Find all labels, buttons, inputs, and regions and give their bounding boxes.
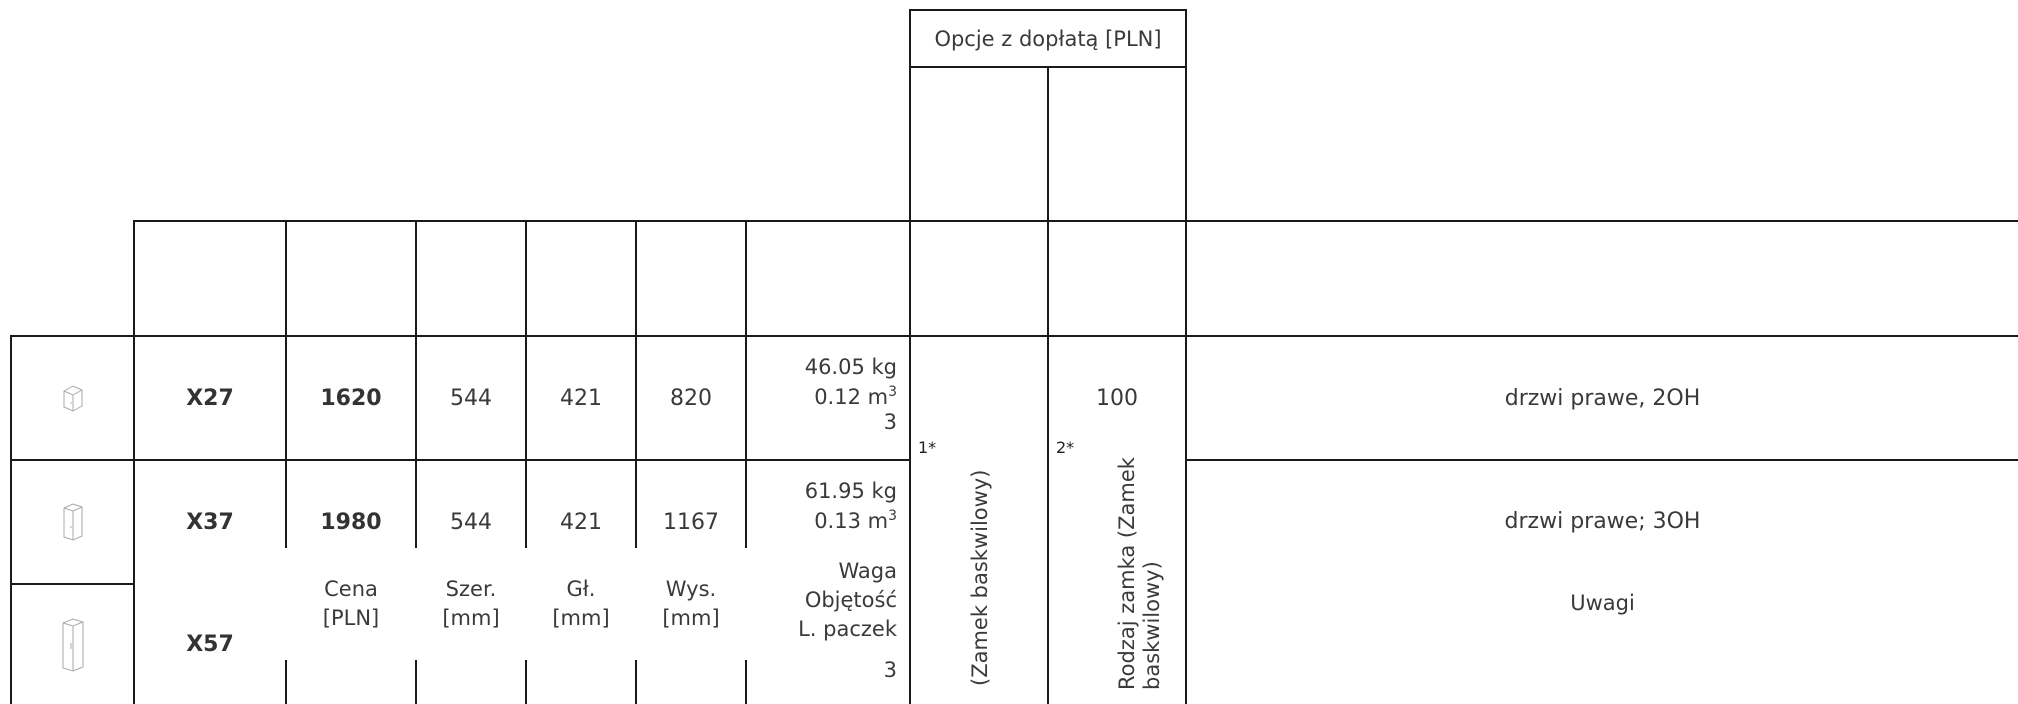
small-cabinet-icon (61, 384, 85, 412)
width-value: 544 (450, 509, 492, 535)
grid-line (1185, 9, 1187, 704)
width-column-header: Szer. [mm] (417, 548, 525, 660)
grid-line (745, 220, 747, 704)
notes-column-header: Uwagi (1570, 591, 1635, 615)
product-code-label: X57 (186, 632, 234, 657)
grid-line (525, 220, 527, 704)
volume-value: 0.13 m3 (814, 508, 897, 533)
width-cell: 544 (417, 461, 525, 583)
product-code-label: X37 (186, 509, 234, 535)
depth-cell: 421 (527, 337, 635, 459)
weight-volume-column-header: Waga Objętość L. paczek (747, 557, 897, 644)
option2-number: 2* (1056, 438, 1075, 457)
grid-gap (525, 548, 527, 660)
depth-value: 421 (560, 509, 602, 535)
depth-value: 421 (560, 385, 602, 411)
header-bottom-border (10, 335, 2018, 337)
notes-cell: drzwi prawe; 3OH (1187, 461, 2018, 581)
notes-value: drzwi prawe; 3OH (1504, 508, 1701, 534)
height-cell: 1167 (637, 461, 745, 583)
width-value: 544 (450, 385, 492, 411)
height-column-header: Wys. [mm] (637, 548, 745, 660)
weight-volume-cell: 46.05 kg 0.12 m3 3 (747, 355, 897, 435)
height-value: 820 (670, 385, 712, 411)
grid-line (909, 9, 911, 704)
medium-cabinet-icon (61, 502, 85, 542)
depth-cell: 421 (527, 461, 635, 583)
price-column-header: Cena [PLN] (287, 548, 415, 660)
grid-line (415, 220, 417, 704)
width-cell: 544 (417, 337, 525, 459)
options-header: Opcje z dopłatą [PLN] (911, 11, 1185, 66)
notes-cell: drzwi prawe, 2OH (1187, 337, 2018, 459)
price-cell: 1620 (287, 337, 415, 459)
packages-value: 3 (883, 410, 897, 434)
product-code-label: X27 (186, 385, 234, 411)
grid-line (285, 220, 287, 704)
price-value: 1620 (320, 385, 382, 411)
weight-value: 46.05 kg (804, 355, 897, 379)
volume-value: 0.12 m3 (814, 384, 897, 409)
option1-number: 1* (918, 438, 937, 457)
weight-volume-cell: 61.95 kg 0.13 m3 (747, 479, 897, 534)
row-divider (10, 583, 134, 585)
weight-value: 61.95 kg (804, 479, 897, 503)
option2-column-header: Rodzaj zamka (Zamek baskwilowy) (1115, 457, 1164, 690)
options-header-top-border (910, 9, 1187, 11)
product-icon-cell (12, 337, 133, 459)
product-code: X57 (135, 585, 285, 704)
option2-price-cell: 100 (1049, 337, 1185, 459)
price-value: 1980 (320, 509, 382, 535)
grid-line (133, 220, 135, 704)
price-cell: 1980 (287, 461, 415, 583)
product-code: X37 (135, 461, 285, 583)
options-header-label: Opcje z dopłatą [PLN] (934, 26, 1162, 51)
row-divider (10, 459, 286, 461)
grid-gap (285, 548, 287, 660)
grid-gap (635, 548, 637, 660)
row-divider (286, 459, 910, 461)
option1-column-header: (Zamek baskwilowy) (968, 469, 992, 686)
row-divider (1186, 459, 2018, 461)
grid-gap (415, 548, 417, 660)
product-code: X27 (135, 337, 285, 459)
packages-value: 3 (883, 658, 897, 682)
header-top-border (133, 220, 2018, 222)
height-value: 1167 (663, 509, 719, 535)
grid-line (1047, 66, 1049, 704)
product-icon-cell (12, 461, 133, 583)
option2-price: 100 (1096, 385, 1138, 411)
tall-cabinet-icon (60, 617, 86, 673)
grid-line (10, 335, 12, 704)
grid-gap (745, 548, 747, 660)
height-cell: 820 (637, 337, 745, 459)
depth-column-header: Gł. [mm] (527, 548, 635, 660)
grid-line (635, 220, 637, 704)
notes-value: drzwi prawe, 2OH (1504, 385, 1701, 411)
product-icon-cell (12, 585, 133, 704)
